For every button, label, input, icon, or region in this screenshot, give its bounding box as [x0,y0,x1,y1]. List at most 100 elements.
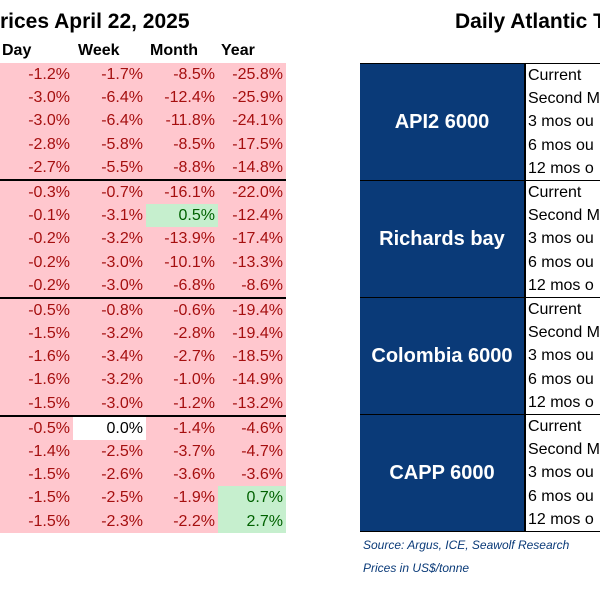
cell-month: -3.7% [146,440,218,464]
cell-week: -1.7% [73,63,146,87]
benchmark-row-label: Current [527,418,582,435]
table-row: -1.6% -3.4% -2.7% -18.5% [0,345,286,369]
table-group: -1.2% -1.7% -8.5% -25.8% -3.0% -6.4% -12.4% -25… [0,63,286,181]
cell-month: -16.1% [146,180,218,205]
cell-month: -11.8% [146,109,218,133]
cell-week: -2.3% [73,509,146,533]
units-note: Prices in US$/tonne [363,561,470,575]
benchmark-row-label: 3 mos ou [527,464,594,482]
cell-month: -1.4% [146,416,218,440]
benchmark-label: API2 6000 [360,64,526,180]
column-header-week: Week [78,42,120,59]
benchmark-row-label: 12 mos o [527,510,594,528]
cell-month: -2.8% [146,322,218,346]
cell-week: -5.8% [73,132,146,156]
cell-week: -2.6% [73,463,146,487]
cell-month: -8.5% [146,132,218,156]
cell-day: -1.5% [0,391,73,415]
table-row: -1.5% -2.3% -2.2% 2.7% [0,509,286,533]
cell-month: -2.7% [146,345,218,369]
table-row: -1.5% -2.6% -3.6% -3.6% [0,463,286,487]
cell-year: -8.6% [218,273,286,297]
cell-year: -17.4% [218,227,286,251]
source-note: Source: Argus, ICE, Seawolf Research [363,538,570,552]
atlantic-title: Daily Atlantic T [455,10,600,33]
cell-day: -1.5% [0,486,73,510]
cell-day: -0.1% [0,204,73,228]
benchmark-row-label: Second M [527,324,600,342]
cell-week: -3.0% [73,391,146,415]
cell-month: -13.9% [146,227,218,251]
cell-month: -6.8% [146,273,218,297]
cell-day: -3.0% [0,109,73,133]
benchmark-row-label: Second M [527,207,600,225]
benchmark-group: CAPP 6000 Current Second M 3 mos ou 6 mos ou… [360,415,600,532]
table-row: -1.2% -1.7% -8.5% -25.8% [0,63,286,87]
cell-year: -14.8% [218,155,286,179]
benchmark-rows: Current Second M 3 mos ou 6 mos ou 12 mos o [526,415,600,531]
prices-title: rices April 22, 2025 [0,10,190,33]
table-row: -0.2% -3.0% -10.1% -13.3% [0,250,286,274]
column-header-day: Day [2,42,32,59]
table-row: -1.5% -2.5% -1.9% 0.7% [0,486,286,510]
table-group: -0.3% -0.7% -16.1% -22.0% -0.1% -3.1% 0.5% -12.… [0,180,286,299]
benchmark-group: Colombia 6000 Current Second M 3 mos ou 6 mo… [360,298,600,415]
benchmark-group: Richards bay Current Second M 3 mos ou 6 mos… [360,181,600,298]
table-group: -0.5% -0.8% -0.6% -19.4% -1.5% -3.2% -2.8% -19.… [0,298,286,417]
cell-week: -0.8% [73,298,146,323]
table-row: -1.5% -3.0% -1.2% -13.2% [0,391,286,415]
cell-week: -3.1% [73,204,146,228]
benchmark-row-label: 6 mos ou [527,253,594,271]
cell-year: 0.7% [218,486,286,510]
cell-day: -1.5% [0,509,73,533]
column-header-year: Year [221,42,255,59]
cell-month: -1.9% [146,486,218,510]
benchmark-rows: Current Second M 3 mos ou 6 mos ou 12 mos o [526,64,600,180]
cell-day: -1.6% [0,345,73,369]
cell-month: -10.1% [146,250,218,274]
cell-year: -17.5% [218,132,286,156]
benchmark-row-label: 3 mos ou [527,113,594,131]
cell-year: -13.2% [218,391,286,415]
cell-day: -0.2% [0,227,73,251]
benchmark-group: API2 6000 Current Second M 3 mos ou 6 mos ou… [360,63,600,181]
benchmark-row-label: Current [527,301,582,318]
benchmark-label: CAPP 6000 [360,415,526,531]
table-row: -0.3% -0.7% -16.1% -22.0% [0,180,286,205]
table-row: -1.6% -3.2% -1.0% -14.9% [0,368,286,392]
cell-year: 2.7% [218,509,286,533]
cell-week: -2.5% [73,440,146,464]
cell-month: -1.2% [146,391,218,415]
cell-year: -19.4% [218,322,286,346]
benchmark-label: Richards bay [360,181,526,297]
table-row: -0.2% -3.0% -6.8% -8.6% [0,273,286,297]
benchmark-row-label: Second M [527,441,600,459]
table-row: -3.0% -6.4% -12.4% -25.9% [0,86,286,110]
benchmark-row-label: Current [527,67,582,84]
cell-year: -4.7% [218,440,286,464]
cell-month: -1.0% [146,368,218,392]
cell-month: -2.2% [146,509,218,533]
benchmark-row-label: 6 mos ou [527,136,594,154]
cell-day: -0.3% [0,180,73,205]
table-row: -0.5% 0.0% -1.4% -4.6% [0,416,286,440]
cell-month: -0.6% [146,298,218,323]
table-row: -1.5% -3.2% -2.8% -19.4% [0,322,286,346]
cell-week: -3.0% [73,250,146,274]
table-row: -0.1% -3.1% 0.5% -12.4% [0,204,286,228]
cell-day: -1.2% [0,63,73,87]
cell-week: -6.4% [73,86,146,110]
cell-day: -3.0% [0,86,73,110]
cell-year: -4.6% [218,416,286,440]
cell-week: 0.0% [73,416,146,440]
cell-day: -2.8% [0,132,73,156]
cell-day: -0.5% [0,416,73,440]
change-table: -1.2% -1.7% -8.5% -25.8% -3.0% -6.4% -12.4% -25… [0,63,286,533]
column-header-month: Month [150,42,198,59]
cell-year: -19.4% [218,298,286,323]
cell-week: -3.0% [73,273,146,297]
cell-day: -1.5% [0,322,73,346]
cell-year: -24.1% [218,109,286,133]
cell-year: -12.4% [218,204,286,228]
